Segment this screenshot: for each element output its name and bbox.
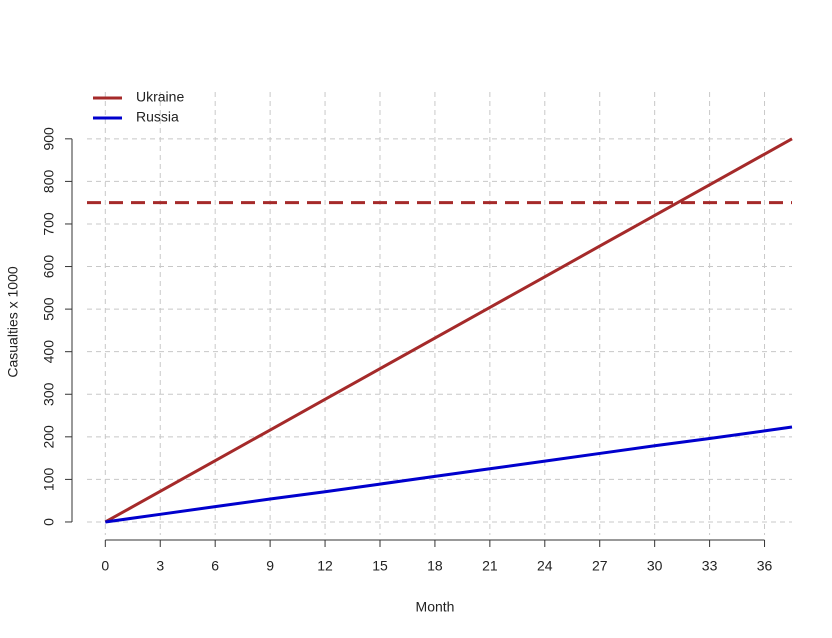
x-tick-label: 6 (211, 558, 219, 574)
x-tick-label: 33 (702, 558, 718, 574)
y-tick-label: 400 (41, 340, 57, 364)
y-axis-title: Casualties x 1000 (5, 266, 21, 378)
legend-label: Russia (136, 109, 179, 125)
series-line (105, 425, 793, 524)
x-tick-label: 12 (317, 558, 333, 574)
x-tick-label: 27 (592, 558, 608, 574)
y-tick-label: 100 (41, 468, 57, 492)
x-tick-label: 0 (101, 558, 109, 574)
legend-label: Ukraine (136, 89, 184, 105)
x-tick-label: 21 (482, 558, 498, 574)
y-tick-label: 900 (41, 127, 57, 151)
y-tick-label: 200 (41, 425, 57, 449)
y-tick-label: 600 (41, 255, 57, 279)
x-tick-label: 30 (647, 558, 663, 574)
x-tick-label: 3 (156, 558, 164, 574)
x-tick-label: 24 (537, 558, 553, 574)
x-tick-label: 9 (266, 558, 274, 574)
x-tick-label: 15 (372, 558, 388, 574)
x-axis-title: Month (416, 599, 455, 615)
x-tick-label: 18 (427, 558, 443, 574)
y-tick-label: 0 (41, 518, 57, 526)
series-line (104, 137, 793, 524)
y-tick-label: 300 (41, 382, 57, 406)
x-tick-label: 36 (757, 558, 773, 574)
y-tick-label: 500 (41, 297, 57, 321)
y-tick-label: 800 (41, 170, 57, 194)
y-tick-label: 700 (41, 212, 57, 236)
